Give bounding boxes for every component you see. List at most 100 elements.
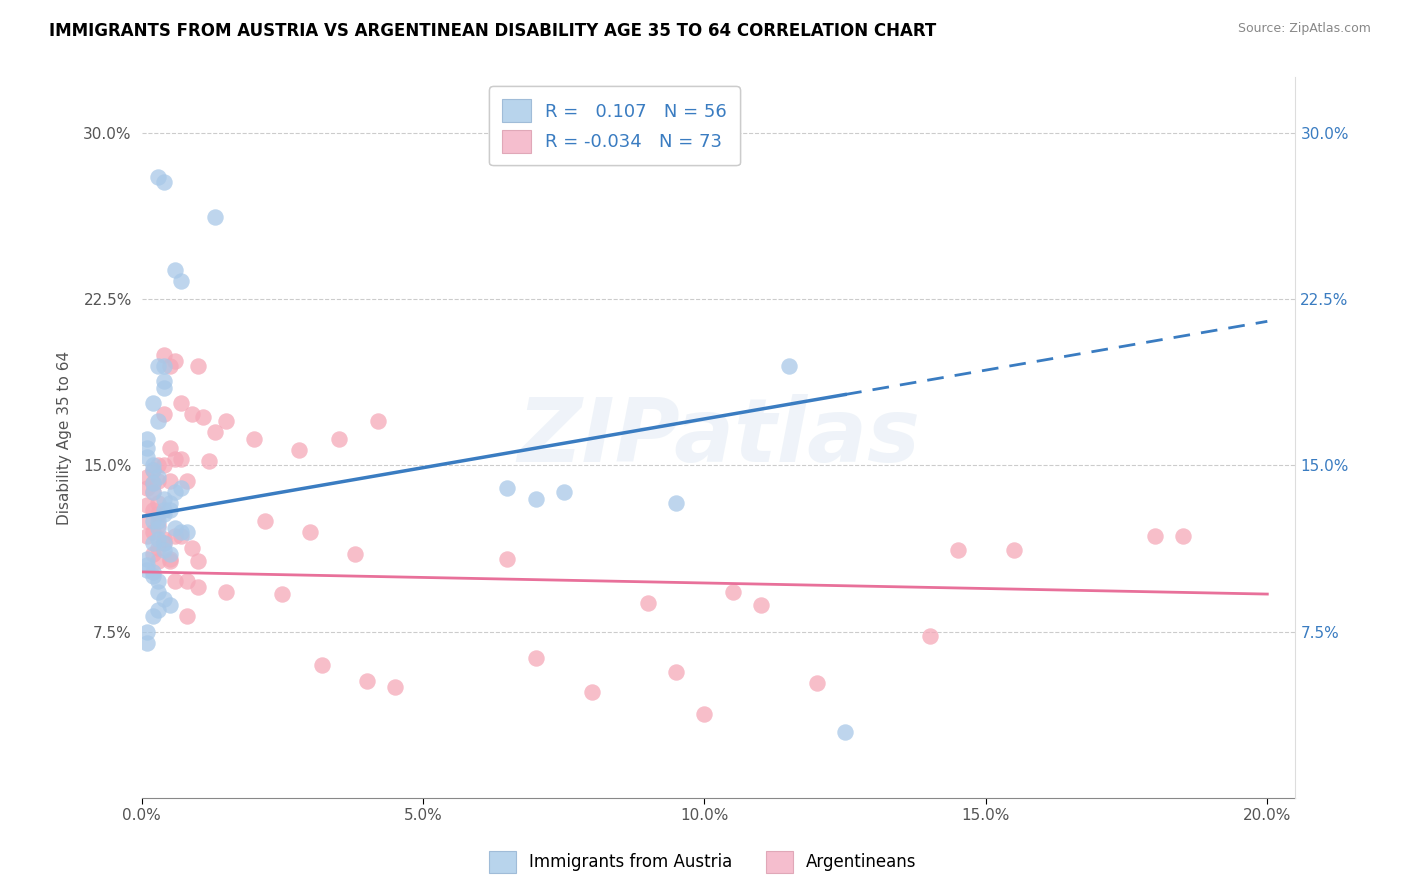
Point — [176, 524, 198, 539]
Point — [148, 508, 170, 522]
Point — [181, 408, 204, 422]
Point — [215, 414, 238, 428]
Point — [1171, 529, 1194, 543]
Point — [165, 529, 187, 543]
Point — [834, 724, 856, 739]
Point — [136, 529, 159, 543]
Text: IMMIGRANTS FROM AUSTRIA VS ARGENTINEAN DISABILITY AGE 35 TO 64 CORRELATION CHART: IMMIGRANTS FROM AUSTRIA VS ARGENTINEAN D… — [49, 22, 936, 40]
Point — [136, 481, 159, 495]
Point — [693, 706, 716, 721]
Point — [356, 673, 378, 688]
Point — [181, 541, 204, 555]
Point — [142, 514, 165, 528]
Point — [637, 596, 659, 610]
Legend: Immigrants from Austria, Argentineans: Immigrants from Austria, Argentineans — [482, 845, 924, 880]
Point — [553, 485, 575, 500]
Point — [153, 359, 176, 373]
Point — [148, 602, 170, 616]
Point — [496, 551, 519, 566]
Point — [153, 491, 176, 506]
Point — [148, 574, 170, 588]
Point — [198, 454, 221, 468]
Point — [142, 547, 165, 561]
Point — [918, 629, 941, 643]
Point — [159, 359, 181, 373]
Point — [136, 469, 159, 483]
Point — [176, 574, 198, 588]
Point — [142, 458, 165, 473]
Point — [344, 547, 367, 561]
Point — [148, 496, 170, 510]
Point — [165, 574, 187, 588]
Point — [159, 503, 181, 517]
Point — [159, 547, 181, 561]
Point — [159, 598, 181, 612]
Point — [165, 520, 187, 534]
Point — [778, 359, 800, 373]
Point — [136, 432, 159, 446]
Legend: R =   0.107   N = 56, R = -0.034   N = 73: R = 0.107 N = 56, R = -0.034 N = 73 — [489, 87, 740, 165]
Point — [136, 514, 159, 528]
Point — [153, 175, 176, 189]
Point — [187, 581, 209, 595]
Point — [165, 485, 187, 500]
Point — [749, 598, 772, 612]
Point — [1143, 529, 1166, 543]
Point — [170, 275, 193, 289]
Point — [193, 409, 215, 424]
Point — [665, 665, 688, 679]
Point — [142, 536, 165, 550]
Point — [148, 469, 170, 483]
Point — [170, 524, 193, 539]
Point — [148, 518, 170, 533]
Point — [148, 414, 170, 428]
Point — [384, 680, 406, 694]
Point — [170, 529, 193, 543]
Point — [136, 558, 159, 573]
Point — [187, 554, 209, 568]
Point — [153, 381, 176, 395]
Point — [254, 514, 277, 528]
Point — [142, 476, 165, 491]
Point — [153, 532, 176, 546]
Point — [159, 554, 181, 568]
Point — [142, 396, 165, 410]
Point — [148, 514, 170, 528]
Point — [170, 451, 193, 466]
Point — [153, 348, 176, 362]
Point — [159, 496, 181, 510]
Point — [581, 684, 603, 698]
Point — [136, 551, 159, 566]
Point — [496, 481, 519, 495]
Point — [148, 585, 170, 599]
Point — [136, 441, 159, 455]
Point — [142, 463, 165, 477]
Point — [524, 651, 547, 665]
Point — [170, 481, 193, 495]
Point — [153, 503, 176, 517]
Point — [159, 441, 181, 455]
Point — [165, 354, 187, 368]
Point — [142, 565, 165, 579]
Point — [159, 551, 181, 566]
Point — [142, 476, 165, 491]
Point — [148, 359, 170, 373]
Point — [299, 524, 322, 539]
Point — [153, 408, 176, 422]
Y-axis label: Disability Age 35 to 64: Disability Age 35 to 64 — [58, 351, 72, 524]
Point — [142, 503, 165, 517]
Point — [176, 609, 198, 624]
Point — [153, 458, 176, 473]
Point — [142, 485, 165, 500]
Point — [806, 675, 828, 690]
Point — [159, 474, 181, 488]
Point — [288, 442, 311, 457]
Point — [148, 520, 170, 534]
Point — [524, 491, 547, 506]
Point — [148, 532, 170, 546]
Point — [721, 585, 744, 599]
Point — [136, 499, 159, 513]
Point — [148, 541, 170, 555]
Point — [271, 587, 294, 601]
Point — [946, 542, 969, 557]
